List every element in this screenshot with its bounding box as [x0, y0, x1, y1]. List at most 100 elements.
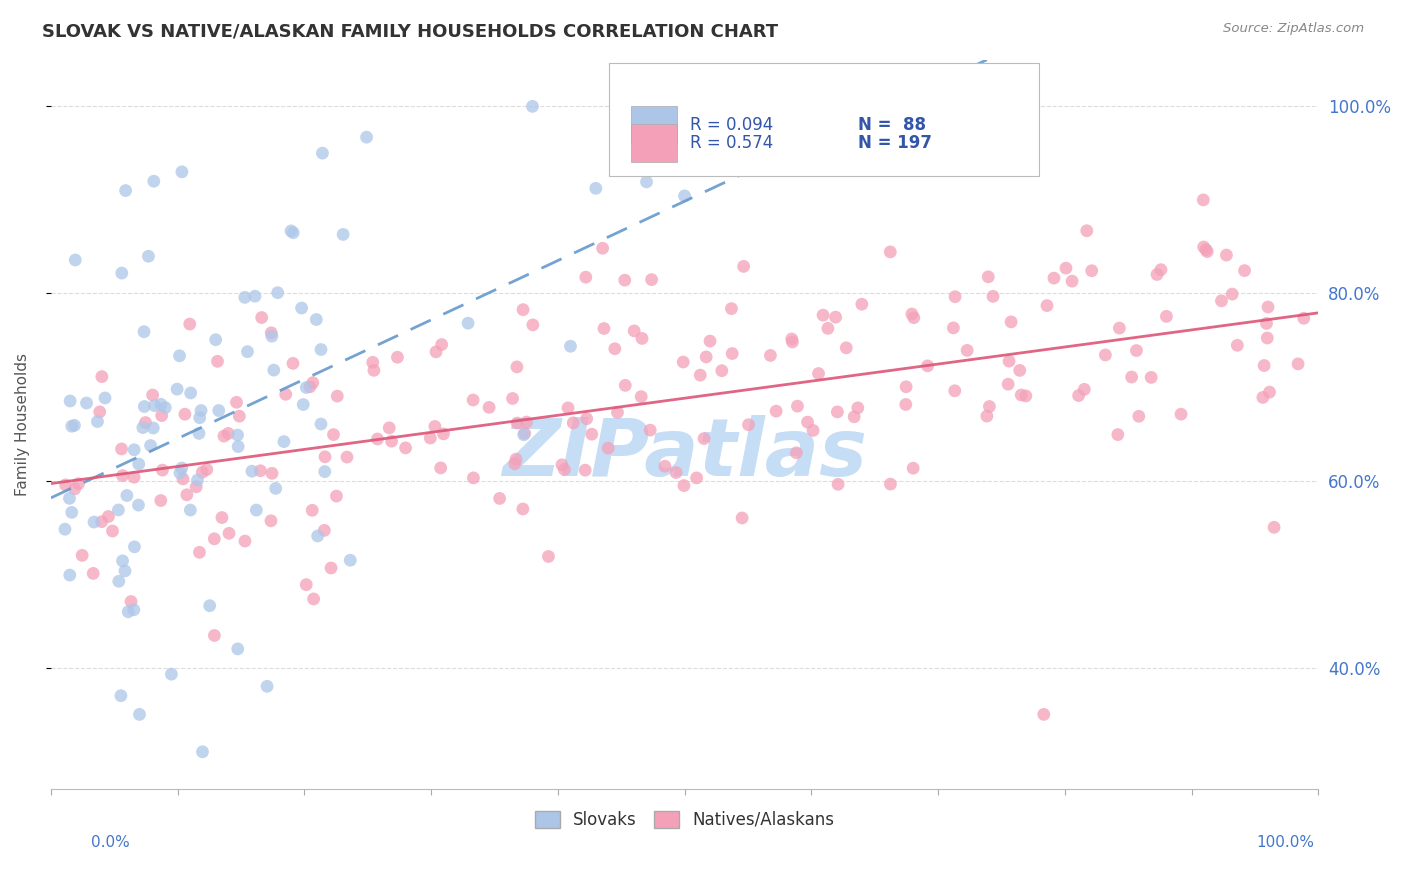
- Point: [1256, 317, 1278, 331]
- Point: [1080, 264, 1102, 278]
- Point: [260, 326, 283, 340]
- Point: [190, 403, 212, 417]
- Point: [366, 432, 388, 446]
- Point: [430, 337, 453, 351]
- Point: [515, 415, 537, 429]
- Point: [260, 467, 283, 481]
- Point: [149, 397, 172, 411]
- Point: [114, 184, 136, 198]
- Point: [211, 510, 233, 524]
- Point: [801, 424, 824, 438]
- Point: [281, 356, 304, 370]
- Point: [245, 503, 267, 517]
- Point: [191, 745, 214, 759]
- Point: [1150, 262, 1173, 277]
- Point: [188, 545, 211, 559]
- Text: 0.0%: 0.0%: [91, 836, 131, 850]
- Point: [505, 452, 527, 467]
- Point: [65, 252, 87, 267]
- Point: [243, 289, 266, 303]
- Point: [1258, 385, 1281, 400]
- Point: [512, 302, 534, 317]
- FancyBboxPatch shape: [631, 124, 676, 162]
- Point: [1156, 310, 1178, 324]
- Text: 100.0%: 100.0%: [1257, 836, 1315, 850]
- Point: [63, 418, 86, 433]
- Point: [917, 359, 939, 373]
- Point: [298, 380, 321, 394]
- Point: [228, 409, 250, 424]
- Point: [138, 249, 160, 263]
- Point: [835, 341, 858, 355]
- Point: [807, 367, 830, 381]
- Point: [503, 457, 526, 471]
- Point: [665, 466, 688, 480]
- Point: [60, 505, 83, 519]
- Point: [672, 355, 695, 369]
- Point: [1140, 370, 1163, 384]
- Point: [332, 227, 354, 242]
- Point: [824, 310, 846, 325]
- Point: [59, 568, 82, 582]
- Point: [142, 174, 165, 188]
- Point: [879, 477, 901, 491]
- Point: [225, 395, 247, 409]
- Point: [226, 440, 249, 454]
- Point: [204, 333, 226, 347]
- Point: [256, 679, 278, 693]
- Point: [202, 532, 225, 546]
- Point: [733, 260, 755, 274]
- Point: [291, 301, 314, 315]
- Point: [170, 165, 193, 179]
- Point: [188, 410, 211, 425]
- Point: [314, 450, 336, 464]
- Point: [631, 331, 654, 345]
- Point: [172, 472, 194, 486]
- Point: [1008, 363, 1031, 377]
- Point: [90, 369, 112, 384]
- Point: [1192, 193, 1215, 207]
- Point: [149, 493, 172, 508]
- Point: [562, 416, 585, 430]
- Point: [827, 477, 849, 491]
- Point: [363, 363, 385, 377]
- Point: [998, 354, 1021, 368]
- Point: [1000, 315, 1022, 329]
- Point: [1257, 300, 1279, 314]
- Point: [1192, 240, 1215, 254]
- Point: [575, 270, 598, 285]
- Point: [1036, 299, 1059, 313]
- Point: [1292, 311, 1315, 326]
- Point: [170, 461, 193, 475]
- Point: [432, 426, 454, 441]
- Point: [267, 285, 290, 300]
- Point: [574, 463, 596, 477]
- Point: [423, 419, 446, 434]
- Point: [502, 392, 524, 406]
- Point: [1253, 359, 1275, 373]
- Point: [134, 416, 156, 430]
- Point: [179, 503, 201, 517]
- Legend: Slovaks, Natives/Alaskans: Slovaks, Natives/Alaskans: [529, 804, 841, 836]
- Point: [846, 401, 869, 415]
- Point: [218, 526, 240, 541]
- Point: [302, 591, 325, 606]
- Text: R = 0.094: R = 0.094: [689, 116, 773, 134]
- Point: [817, 321, 839, 335]
- Point: [506, 359, 529, 374]
- Point: [273, 434, 295, 449]
- Point: [1215, 248, 1237, 262]
- Point: [233, 534, 256, 549]
- Point: [901, 307, 924, 321]
- Point: [630, 390, 652, 404]
- Point: [309, 417, 332, 431]
- Point: [1054, 261, 1077, 276]
- Point: [780, 332, 803, 346]
- Point: [1121, 370, 1143, 384]
- Point: [759, 348, 782, 362]
- Point: [305, 312, 328, 326]
- Point: [592, 241, 614, 255]
- Point: [585, 181, 607, 195]
- Point: [689, 368, 711, 383]
- Point: [134, 400, 156, 414]
